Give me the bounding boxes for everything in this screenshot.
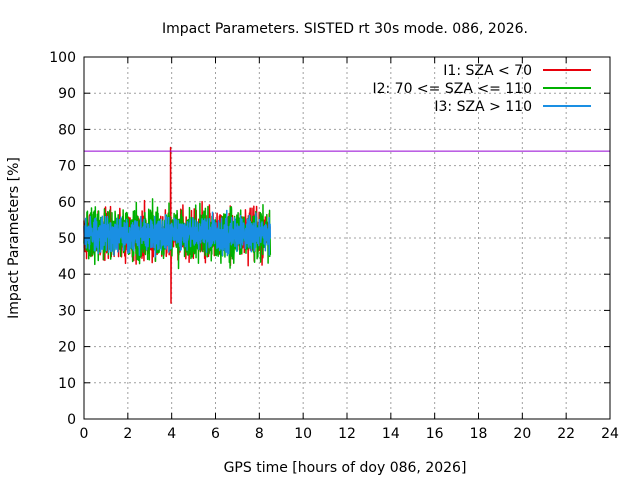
y-tick-label: 60 bbox=[58, 195, 76, 211]
series-line-i3 bbox=[83, 209, 272, 258]
x-tick-label: 22 bbox=[557, 426, 575, 442]
x-tick-label: 24 bbox=[601, 426, 619, 442]
x-tick-label: 0 bbox=[80, 426, 89, 442]
y-tick-label: 90 bbox=[58, 86, 76, 102]
axis-ticks: 0 2 4 6 8 10 12 14 16 18 20 22 240102030405060708090… bbox=[49, 50, 619, 442]
x-axis-label: GPS time [hours of doy 086, 2026] bbox=[224, 460, 467, 476]
y-tick-label: 30 bbox=[58, 303, 76, 319]
y-tick-label: 50 bbox=[58, 231, 76, 247]
x-tick-label: 10 bbox=[294, 426, 312, 442]
x-tick-label: 16 bbox=[426, 426, 444, 442]
y-tick-label: 10 bbox=[58, 376, 76, 392]
x-tick-label: 4 bbox=[167, 426, 176, 442]
y-tick-label: 80 bbox=[58, 122, 76, 138]
legend: I1: SZA < 70 I2: 70 <= SZA <= 110 I3: SZ… bbox=[372, 63, 591, 115]
legend-label-i3: I3: SZA > 110 bbox=[434, 99, 532, 115]
legend-label-i1: I1: SZA < 70 bbox=[443, 63, 532, 79]
y-axis-label: Impact Parameters [%] bbox=[6, 157, 22, 319]
x-tick-label: 14 bbox=[382, 426, 400, 442]
y-tick-label: 70 bbox=[58, 159, 76, 175]
x-tick-label: 6 bbox=[211, 426, 220, 442]
series-layer bbox=[83, 146, 272, 304]
y-tick-label: 40 bbox=[58, 267, 76, 283]
y-tick-label: 0 bbox=[67, 412, 76, 428]
x-tick-label: 8 bbox=[255, 426, 264, 442]
y-tick-label: 100 bbox=[49, 50, 76, 66]
x-tick-label: 18 bbox=[470, 426, 488, 442]
chart-title: Impact Parameters. SISTED rt 30s mode. 0… bbox=[162, 21, 528, 37]
legend-label-i2: I2: 70 <= SZA <= 110 bbox=[372, 81, 532, 97]
x-tick-label: 12 bbox=[338, 426, 356, 442]
x-tick-label: 20 bbox=[513, 426, 531, 442]
grid-lines bbox=[84, 57, 610, 419]
x-tick-label: 2 bbox=[123, 426, 132, 442]
y-tick-label: 20 bbox=[58, 340, 76, 356]
